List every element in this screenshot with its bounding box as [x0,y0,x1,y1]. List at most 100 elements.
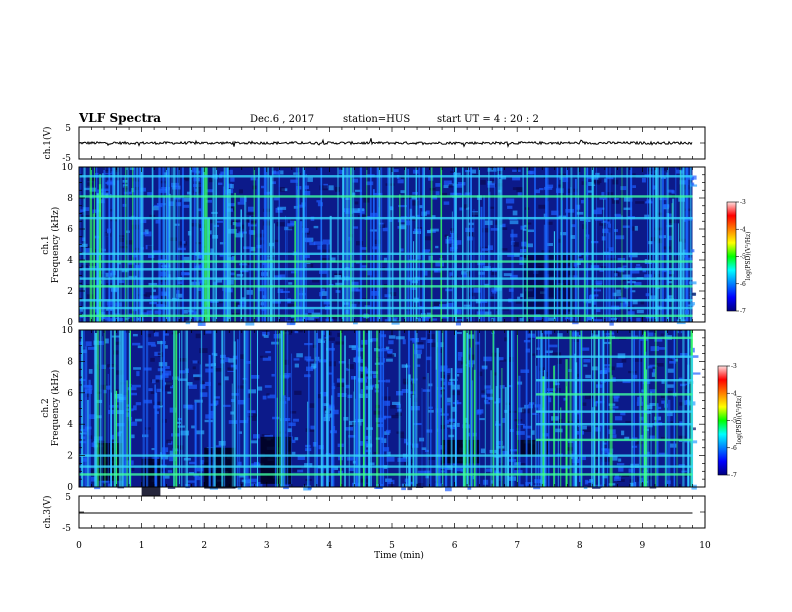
x-tick-label: 1 [139,541,145,551]
spectrogram-cell [595,280,603,284]
spectrogram-cell [566,188,572,194]
sferic-streak [466,330,469,487]
spectrogram-cell [98,311,105,316]
sferic-streak [286,219,288,322]
sferic-streak [213,330,216,487]
spectrogram-cell [669,443,677,448]
spectrogram-cell [113,350,119,355]
spectrogram-cell [228,358,235,363]
spectrogram-cell [299,292,306,296]
sferic-streak [273,223,275,322]
sferic-streak [279,330,281,487]
spectrogram-cell [560,232,568,236]
sferic-streak [415,330,418,487]
spectrogram-cell [467,236,473,241]
sferic-streak [435,369,437,487]
spectrogram-cell [351,281,359,287]
spectrogram-cell [463,304,472,307]
frequency-band [79,175,693,178]
spectrogram-cell [230,184,234,189]
spectrogram-cell [407,485,413,491]
spectrogram-cell [594,319,603,323]
sferic-streak [186,330,188,487]
spectrogram-cell [661,379,665,384]
sferic-streak [500,167,503,322]
spectrogram-cell [163,345,168,349]
spectrogram-cell [465,227,474,233]
spectrogram-cell [276,222,285,227]
sferic-streak [408,374,411,487]
sferic-streak [155,392,158,487]
sferic-streak [621,167,623,322]
sferic-streak [200,167,203,322]
sferic-streak [484,330,486,487]
colorbar-tick-label: -3 [740,199,746,206]
frequency-band [79,195,693,198]
sferic-streak [372,189,375,322]
spectrogram-cell [613,476,621,481]
sferic-streak [127,167,129,322]
sferic-streak [652,167,654,322]
spectrogram-cell [445,419,449,424]
spectrogram-cell [278,186,285,192]
spectrogram-cell [463,204,468,209]
spectrogram-cell [571,456,578,460]
y-tick-label: 6 [67,225,73,235]
spectrogram-cell [690,182,695,186]
spectrogram-cell [634,225,638,231]
spectrogram-cell [191,425,195,429]
frequency-band [79,285,693,288]
spectrogram-cell [345,384,350,389]
spectrogram-cell [519,317,524,322]
spectrogram-cell [428,175,434,181]
sferic-streak [497,167,499,322]
spectrogram-cell [168,201,175,207]
spectrogram-cell [499,223,506,228]
spectrogram-cell [481,394,487,398]
colorbar-tick-label: -6 [740,281,746,288]
spectrogram-cell [155,219,161,224]
spectrogram-cell [382,227,388,232]
y-tick-label: 4 [67,420,73,430]
spectrogram-cell [311,363,317,368]
spectrogram-cell [387,351,392,354]
spectrogram-cell [484,402,490,405]
spectrogram-cell [239,263,248,266]
sferic-streak [294,220,296,322]
sferic-streak [278,167,280,322]
spectrogram-cell [103,231,112,237]
sferic-streak [103,167,106,322]
spectrogram-cell [690,440,698,444]
sferic-streak [370,330,373,487]
spectrogram-cell [387,479,395,485]
spectrogram-cell [645,293,652,297]
spectrogram-cell [456,316,463,320]
spectrogram-cell [348,467,355,472]
spectrogram-cell [299,288,305,292]
sferic-streak [423,167,425,322]
spectrogram-cell [526,170,535,175]
sferic-streak [676,330,678,487]
spectrogram-cell [297,455,306,460]
sferic-streak [271,167,274,322]
spectrogram-cell [421,315,430,321]
sferic-streak [200,330,203,487]
spectrogram-cell [109,208,114,212]
spectrogram-cell [198,208,202,212]
spectrogram-cell [438,445,446,450]
sferic-streak [518,375,521,487]
spectrogram-cell [383,257,388,263]
spectrogram-cell [317,245,322,250]
spectrogram-cell [491,352,500,357]
spectrogram-cell [96,399,103,404]
spectrogram-cell [613,397,619,402]
ch1-colorbar: -3 -4 -5 -6 -7 log(PSD)(V²/Hz) [726,199,752,315]
sferic-streak [165,167,167,322]
spectrogram-cell [180,430,190,436]
spectrogram-cell [484,311,492,316]
sferic-streak [553,365,555,487]
spectrogram-cell [548,344,558,348]
spectrogram-cell [654,167,664,170]
spectrogram-cell [519,261,526,265]
spectrogram-cell [273,333,283,339]
